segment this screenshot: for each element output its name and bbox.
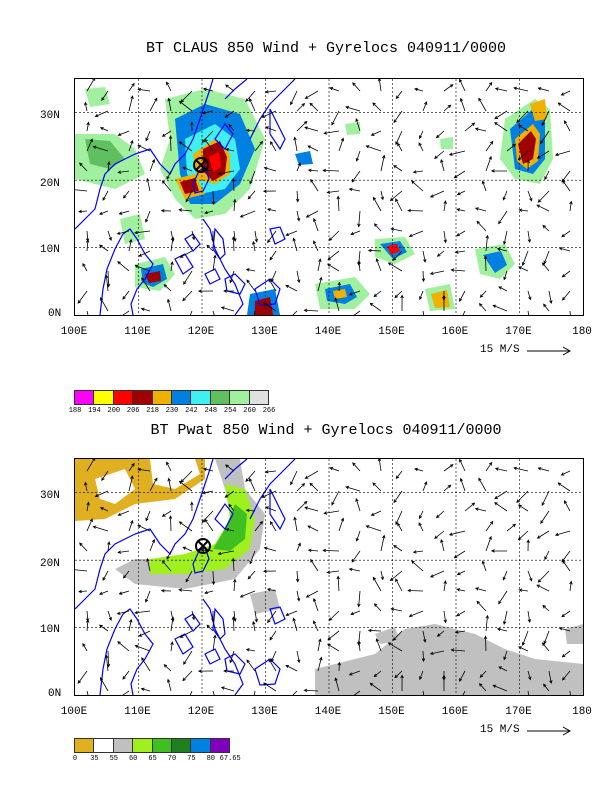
panel1-lon-label: 100E (60, 326, 88, 338)
colorbar-swatch (190, 390, 211, 405)
panel2-map (74, 458, 584, 696)
panel2-lon-label: 140E (314, 706, 342, 718)
panel1-lon-label: 150E (378, 326, 405, 338)
panel1-lon-label: 120E (187, 326, 215, 338)
colorbar-label: 65 (148, 755, 157, 763)
panel2-lon-label: 170E (505, 706, 532, 718)
colorbar-swatch (170, 738, 192, 753)
panel2-title: BT Pwat 850 Wind + Gyrelocs 040911/0000 (150, 422, 502, 439)
colorbar-swatch (248, 390, 269, 405)
panel2-lon-label: 150E (378, 706, 405, 718)
panel2-lon-label: 160E (441, 706, 469, 718)
colorbar-label: 218 (146, 407, 159, 415)
panel1-lon-label: 160E (441, 326, 469, 338)
panel2-lon-label: 100E (60, 706, 88, 718)
colorbar-label: 242 (185, 407, 198, 415)
panel1-lon-label: 140E (314, 326, 342, 338)
panel1-lat-20n: 20N (40, 178, 60, 190)
colorbar-label: 70 (167, 755, 177, 763)
gyre-marker-1 (193, 157, 209, 173)
panel1-lat-10n: 10N (40, 244, 60, 256)
colorbar-label: 254 (223, 407, 237, 415)
panel2-lat-0n: 0N (48, 688, 62, 700)
colorbar-swatch (112, 738, 134, 753)
colorbar-swatch (74, 390, 95, 405)
panel2-lon-label: 110E (124, 706, 151, 718)
colorbar-label: 266 (262, 407, 276, 415)
panel1-lat-0n: 0N (48, 308, 62, 320)
colorbar-swatch (74, 738, 95, 753)
colorbar-label: 55 (109, 755, 118, 763)
panel1-lon-label: 110E (124, 326, 151, 338)
panel2-scale-label: 15 M/S (480, 724, 520, 736)
panel2-lon-label: 130E (251, 706, 278, 718)
colorbar-swatch (112, 390, 134, 405)
panel2-scale-arrow-icon (527, 726, 572, 736)
colorbar-swatch (190, 738, 211, 753)
colorbar-swatch (229, 390, 250, 405)
panel2-lon-label: 180 (572, 706, 592, 718)
panel2-lon-label: 120E (187, 706, 215, 718)
colorbar-label: 200 (107, 407, 121, 415)
panel1-map (74, 78, 584, 316)
colorbar-label: 67.65 (219, 755, 241, 763)
colorbar-label: 230 (165, 407, 179, 415)
colorbar-swatch (93, 390, 114, 405)
panel2-colorbar (74, 738, 231, 753)
colorbar-label: 260 (243, 407, 256, 415)
colorbar-swatch (151, 390, 172, 405)
colorbar-label: 60 (128, 755, 138, 763)
colorbar-swatch (132, 738, 153, 753)
panel1-scale-label: 15 M/S (480, 344, 520, 356)
panel1-scale-arrow-icon (527, 346, 572, 356)
colorbar-label: 248 (204, 407, 218, 415)
panel1-title: BT CLAUS 850 Wind + Gyrelocs 040911/0000 (145, 40, 507, 57)
panel1-lon-label: 180 (572, 326, 592, 338)
colorbar-label: 35 (90, 755, 99, 763)
colorbar-swatch (151, 738, 172, 753)
colorbar-label: 0 (72, 755, 78, 763)
colorbar-swatch (93, 738, 114, 753)
colorbar-swatch (209, 738, 231, 753)
colorbar-label: 188 (68, 407, 82, 415)
panel1-colorbar (74, 390, 269, 405)
colorbar-label: 80 (206, 755, 215, 763)
colorbar-label: 206 (126, 407, 140, 415)
panel2-map-svg (75, 459, 583, 695)
colorbar-swatch (132, 390, 153, 405)
colorbar-label: 194 (88, 407, 101, 415)
panel1-lon-label: 130E (251, 326, 278, 338)
panel2-lat-20n: 20N (40, 558, 60, 570)
panel1-lat-30n: 30N (40, 110, 60, 122)
colorbar-swatch (209, 390, 231, 405)
panel2-lat-30n: 30N (40, 490, 60, 502)
panel1-map-svg (75, 79, 583, 315)
panel1-lon-label: 170E (505, 326, 532, 338)
gyre-marker-2 (195, 538, 211, 554)
colorbar-swatch (170, 390, 192, 405)
panel2-lat-10n: 10N (40, 624, 60, 636)
colorbar-label: 75 (187, 755, 196, 763)
